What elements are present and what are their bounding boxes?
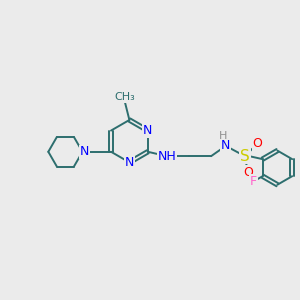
Text: N: N — [221, 140, 230, 152]
Text: CH₃: CH₃ — [115, 92, 135, 102]
Text: O: O — [252, 137, 262, 150]
Text: O: O — [243, 166, 253, 179]
Text: NH: NH — [158, 150, 176, 163]
Text: N: N — [125, 156, 134, 169]
Text: N: N — [80, 145, 89, 158]
Text: N: N — [143, 124, 152, 137]
Text: S: S — [240, 149, 250, 164]
Text: F: F — [250, 175, 257, 188]
Text: H: H — [219, 130, 227, 141]
